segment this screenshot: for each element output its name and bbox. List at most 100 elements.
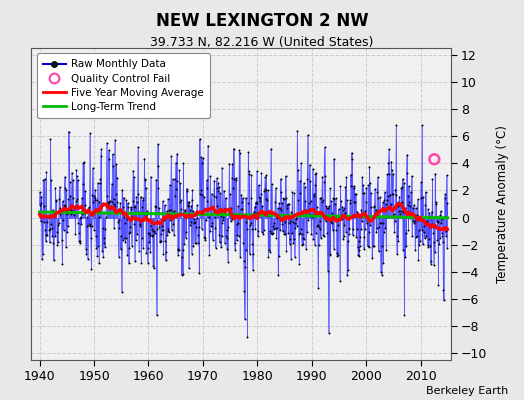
- Point: [84, 206, 92, 212]
- Point: [83, 256, 92, 262]
- Point: [425, 242, 434, 249]
- Point: [297, 160, 305, 166]
- Point: [58, 261, 67, 267]
- Point: [209, 237, 217, 243]
- Point: [200, 234, 209, 240]
- Point: [108, 151, 117, 158]
- Point: [248, 241, 257, 247]
- Point: [330, 196, 339, 202]
- Point: [76, 238, 84, 245]
- Point: [394, 238, 402, 245]
- Point: [301, 208, 309, 214]
- Point: [49, 240, 58, 246]
- Point: [101, 244, 109, 251]
- Point: [389, 171, 397, 177]
- Point: [147, 233, 156, 240]
- Point: [280, 218, 289, 225]
- Point: [101, 225, 110, 232]
- Point: [125, 260, 133, 266]
- Point: [215, 184, 223, 190]
- Point: [367, 214, 376, 220]
- Point: [303, 132, 312, 138]
- Point: [40, 202, 48, 209]
- Point: [145, 230, 153, 237]
- Point: [267, 146, 275, 152]
- Point: [151, 204, 160, 210]
- Point: [217, 233, 226, 240]
- Point: [198, 226, 206, 232]
- Point: [419, 214, 428, 220]
- Point: [328, 210, 336, 216]
- Point: [222, 235, 231, 241]
- Point: [372, 207, 380, 213]
- Point: [428, 176, 436, 182]
- Point: [59, 198, 67, 204]
- Point: [343, 272, 352, 278]
- Point: [134, 144, 142, 150]
- Point: [217, 244, 225, 250]
- Point: [273, 215, 281, 221]
- Point: [117, 289, 126, 295]
- Point: [384, 160, 392, 167]
- Point: [157, 238, 165, 244]
- Point: [410, 220, 419, 226]
- Point: [416, 216, 424, 222]
- Point: [376, 194, 384, 200]
- Point: [244, 200, 252, 206]
- Point: [332, 227, 341, 234]
- Point: [111, 203, 119, 210]
- Point: [110, 196, 118, 202]
- Point: [429, 230, 438, 236]
- Point: [335, 215, 343, 221]
- Point: [418, 122, 426, 128]
- Point: [434, 218, 442, 225]
- Point: [146, 231, 154, 238]
- Point: [337, 215, 345, 221]
- Point: [39, 219, 48, 226]
- Point: [238, 195, 247, 201]
- Point: [205, 228, 214, 234]
- Point: [134, 217, 143, 224]
- Point: [228, 160, 237, 167]
- Point: [114, 254, 123, 260]
- Point: [162, 208, 171, 214]
- Point: [298, 242, 306, 248]
- Point: [223, 227, 232, 233]
- Point: [85, 204, 93, 210]
- Point: [388, 191, 396, 198]
- Point: [114, 219, 122, 226]
- Point: [285, 220, 293, 226]
- Point: [206, 173, 214, 179]
- Point: [148, 226, 156, 232]
- Point: [105, 198, 114, 205]
- Point: [388, 190, 397, 197]
- Point: [399, 209, 408, 215]
- Point: [310, 193, 318, 199]
- Point: [165, 207, 173, 214]
- Point: [235, 150, 244, 156]
- Point: [403, 152, 411, 158]
- Point: [236, 212, 245, 219]
- Point: [188, 197, 196, 203]
- Point: [411, 205, 420, 211]
- Point: [269, 230, 277, 236]
- Point: [47, 177, 55, 183]
- Point: [189, 243, 197, 250]
- Point: [164, 228, 172, 234]
- Point: [106, 198, 114, 204]
- Point: [194, 240, 202, 246]
- Point: [75, 238, 83, 244]
- Point: [377, 220, 386, 226]
- Point: [319, 232, 328, 238]
- Point: [356, 234, 365, 240]
- Point: [402, 243, 410, 250]
- Point: [371, 210, 379, 216]
- Point: [257, 170, 266, 176]
- Point: [132, 194, 140, 200]
- Point: [197, 154, 205, 160]
- Point: [112, 161, 121, 167]
- Point: [308, 214, 316, 220]
- Point: [301, 198, 310, 204]
- Point: [359, 190, 368, 196]
- Point: [271, 199, 279, 205]
